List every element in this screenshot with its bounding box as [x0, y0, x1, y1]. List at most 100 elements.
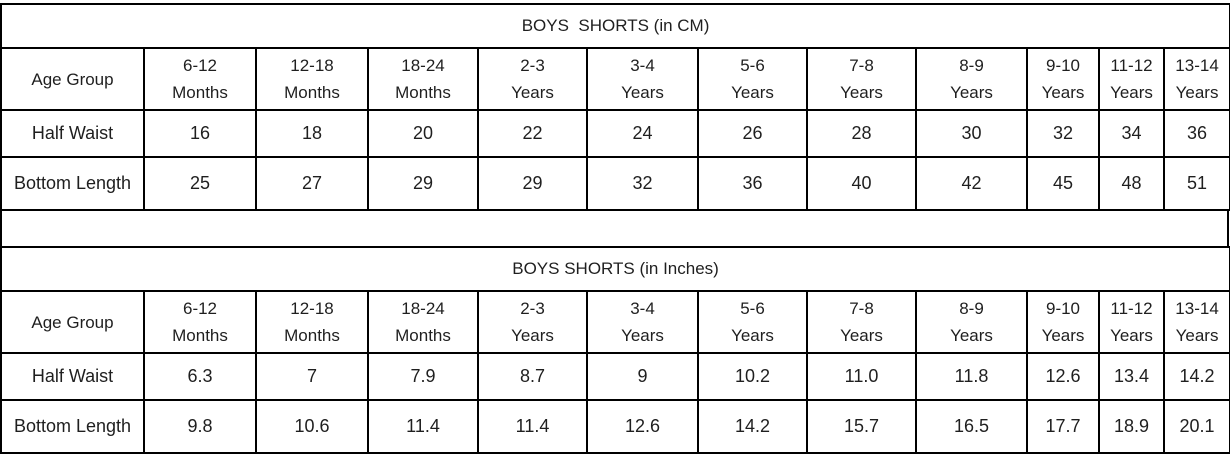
table-row: Half Waist 6.3 7 7.9 8.7 9 10.2 11.0 11.8 12.6 13.… [0, 352, 1230, 401]
value-cell: 9.8 [143, 399, 257, 454]
age-range-line1: 12-18 [290, 299, 334, 318]
age-range-line2: Years [950, 326, 993, 345]
age-range-line1: 6-12 [182, 56, 218, 75]
age-range-line1: 7-8 [849, 299, 874, 318]
value-cell: 12.6 [586, 399, 699, 454]
value-cell: 42 [915, 156, 1028, 211]
age-range-line2: Years [621, 326, 664, 345]
age-group-cell: 6-12 Months [143, 47, 257, 111]
age-group-cell: 2-3 Years [477, 290, 588, 354]
age-group-cell: 12-18 Months [255, 290, 369, 354]
age-range-line1: 11-12 [1110, 299, 1153, 318]
age-group-cell: 13-14 Years [1162, 290, 1230, 354]
value-cell: 20.1 [1162, 399, 1230, 454]
value-cell: 11.4 [367, 399, 479, 454]
age-range-line1: 13-14 [1175, 299, 1219, 318]
age-range-line2: Years [731, 326, 774, 345]
age-range-line2: Years [840, 83, 883, 102]
age-range-line1: 5-6 [740, 299, 765, 318]
age-group-cell: 3-4 Years [586, 47, 699, 111]
age-range-line1: 8-9 [959, 56, 984, 75]
value-cell: 22 [477, 109, 588, 158]
age-range-line2: Years [840, 326, 883, 345]
age-group-label: Age Group [0, 47, 145, 111]
value-cell: 14.2 [1162, 352, 1230, 401]
value-cell: 10.2 [697, 352, 808, 401]
value-cell: 40 [806, 156, 917, 211]
age-range-line2: Years [511, 83, 554, 102]
value-cell: 8.7 [477, 352, 588, 401]
age-range-line2: Months [172, 83, 228, 102]
value-cell: 9 [586, 352, 699, 401]
age-range-line2: Years [1041, 83, 1085, 102]
age-range-line1: 2-3 [520, 299, 545, 318]
table-title: BOYS SHORTS (in CM) [0, 3, 1230, 49]
value-cell: 45 [1026, 156, 1100, 211]
value-cell: 36 [697, 156, 808, 211]
age-range-line1: 18-24 [401, 56, 445, 75]
value-cell: 25 [143, 156, 257, 211]
value-cell: 6.3 [143, 352, 257, 401]
row-label: Half Waist [0, 352, 145, 401]
age-group-cell: 8-9 Years [915, 47, 1028, 111]
table-row: Bottom Length 25 27 29 29 32 36 40 42 45 48 51 [0, 156, 1230, 211]
age-range-line1: 3-4 [630, 56, 655, 75]
age-group-cell: 11-12 Years [1098, 290, 1165, 354]
value-cell: 16 [143, 109, 257, 158]
value-cell: 15.7 [806, 399, 917, 454]
age-group-cell: 3-4 Years [586, 290, 699, 354]
value-cell: 27 [255, 156, 369, 211]
value-cell: 51 [1162, 156, 1230, 211]
value-cell: 24 [586, 109, 699, 158]
age-range-line1: 8-9 [959, 299, 984, 318]
age-group-cell: 6-12 Months [143, 290, 257, 354]
value-cell: 11.4 [477, 399, 588, 454]
age-range-line1: 13-14 [1175, 56, 1219, 75]
age-range-line2: Years [1175, 326, 1219, 345]
value-cell: 7.9 [367, 352, 479, 401]
row-label: Bottom Length [0, 156, 145, 211]
value-cell: 16.5 [915, 399, 1028, 454]
age-range-line1: 9-10 [1045, 56, 1081, 75]
row-label: Half Waist [0, 109, 145, 158]
age-group-label: Age Group [0, 290, 145, 354]
value-cell: 11.0 [806, 352, 917, 401]
age-range-line2: Months [284, 326, 340, 345]
value-cell: 30 [915, 109, 1028, 158]
value-cell: 26 [697, 109, 808, 158]
age-range-line1: 3-4 [630, 299, 655, 318]
age-range-line2: Months [395, 83, 451, 102]
age-range-line2: Years [511, 326, 554, 345]
age-range-line2: Months [395, 326, 451, 345]
age-range-line1: 9-10 [1045, 299, 1081, 318]
age-range-line2: Years [621, 83, 664, 102]
table-row: Half Waist 16 18 20 22 24 26 28 30 32 34 36 [0, 109, 1230, 158]
age-range-line1: 18-24 [401, 299, 445, 318]
row-label: Bottom Length [0, 399, 145, 454]
value-cell: 18 [255, 109, 369, 158]
age-range-line1: 12-18 [290, 56, 334, 75]
value-cell: 10.6 [255, 399, 369, 454]
age-group-cell: 11-12 Years [1098, 47, 1165, 111]
value-cell: 7 [255, 352, 369, 401]
age-range-line2: Years [1110, 83, 1153, 102]
value-cell: 34 [1098, 109, 1165, 158]
age-range-line2: Years [731, 83, 774, 102]
value-cell: 28 [806, 109, 917, 158]
value-cell: 14.2 [697, 399, 808, 454]
age-range-line1: 6-12 [182, 299, 218, 318]
value-cell: 11.8 [915, 352, 1028, 401]
table-gap [0, 211, 1229, 246]
age-group-cell: 13-14 Years [1162, 47, 1230, 111]
value-cell: 32 [586, 156, 699, 211]
age-range-line2: Months [172, 326, 228, 345]
age-group-cell: 5-6 Years [697, 47, 808, 111]
age-range-line1: 5-6 [740, 56, 765, 75]
age-group-header-row: Age Group 6-12 Months 12-18 Months 18-24 Month… [0, 290, 1230, 354]
value-cell: 29 [477, 156, 588, 211]
size-table-cm: BOYS SHORTS (in CM) Age Group 6-12 Months 12… [0, 3, 1230, 211]
value-cell: 20 [367, 109, 479, 158]
value-cell: 36 [1162, 109, 1230, 158]
table-title: BOYS SHORTS (in Inches) [0, 246, 1230, 292]
